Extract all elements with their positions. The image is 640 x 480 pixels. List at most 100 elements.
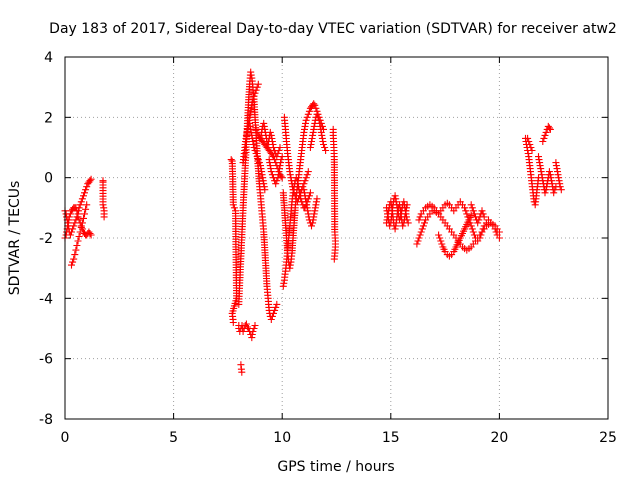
data-point — [249, 95, 257, 103]
data-point — [556, 183, 564, 191]
data-point — [276, 144, 284, 151]
plot-frame — [64, 56, 609, 420]
data-point — [251, 322, 259, 329]
data-point — [524, 134, 532, 142]
data-point — [306, 144, 314, 151]
data-point — [300, 180, 308, 188]
data-point — [400, 219, 408, 227]
data-point — [399, 222, 407, 230]
data-point — [437, 237, 445, 245]
data-point — [436, 234, 444, 242]
data-point — [247, 128, 255, 136]
data-point — [314, 113, 322, 121]
data-point — [467, 222, 475, 230]
data-point — [258, 171, 266, 179]
data-point — [289, 183, 296, 191]
data-point — [302, 195, 309, 203]
data-point — [300, 186, 308, 194]
data-point — [313, 195, 321, 203]
data-point — [548, 177, 555, 185]
data-point — [73, 242, 81, 249]
data-point — [242, 320, 250, 328]
x-axis-label: GPS time / hours — [277, 459, 394, 475]
data-point — [266, 128, 274, 136]
data-point — [280, 279, 288, 287]
data-point — [230, 204, 238, 212]
data-point — [310, 122, 318, 130]
data-point — [413, 240, 421, 248]
data-point — [229, 201, 237, 209]
data-point — [476, 234, 484, 242]
data-point — [261, 125, 269, 133]
data-point — [543, 183, 551, 191]
data-point — [87, 175, 95, 183]
data-point — [252, 150, 260, 157]
data-point — [74, 237, 82, 245]
data-point — [82, 205, 90, 213]
data-point — [474, 219, 482, 227]
data-point — [469, 207, 477, 215]
data-point — [401, 213, 409, 221]
data-point — [477, 231, 485, 239]
data-point — [227, 156, 235, 164]
data-point — [462, 207, 470, 215]
data-point — [312, 104, 320, 112]
data-point — [252, 125, 260, 133]
x-tick-label: 5 — [169, 430, 178, 446]
data-point — [461, 204, 469, 212]
data-point — [257, 165, 265, 173]
data-point — [243, 323, 251, 331]
data-point — [310, 100, 318, 108]
x-tick-labels: 0 5 10 15 20 25 — [61, 430, 617, 446]
data-point — [251, 89, 259, 97]
data-point — [250, 144, 258, 151]
data-point — [421, 219, 428, 227]
data-point — [255, 159, 263, 167]
y-tick-label: -4 — [39, 291, 53, 307]
data-point — [528, 147, 536, 154]
data-point — [478, 207, 486, 215]
data-point — [286, 261, 294, 269]
data-point — [286, 171, 294, 179]
data-point — [68, 228, 75, 236]
data-point — [75, 216, 83, 224]
data-point — [551, 186, 559, 194]
data-point — [468, 225, 476, 233]
data-point — [71, 251, 79, 259]
y-tick-label: -6 — [39, 352, 53, 368]
data-point — [66, 231, 74, 239]
data-point — [275, 147, 283, 154]
data-point — [303, 113, 311, 121]
data-point — [254, 156, 262, 164]
data-point — [82, 186, 90, 194]
data-point — [312, 198, 320, 206]
data-point — [403, 201, 411, 209]
y-axis-label: SDTVAR / TECUs — [7, 181, 23, 296]
data-point — [309, 131, 317, 139]
data-point — [416, 213, 424, 221]
data-point — [287, 177, 295, 185]
y-tick-labels: 4 2 0 -2 -4 -6 -8 — [39, 50, 53, 428]
data-point — [75, 233, 83, 240]
data-point — [253, 83, 261, 91]
data-point — [69, 225, 77, 233]
data-point — [308, 138, 315, 145]
data-point — [526, 141, 534, 148]
data-point — [249, 141, 257, 148]
data-point — [254, 80, 262, 88]
data-point — [417, 228, 425, 236]
data-point — [86, 177, 94, 185]
data-point — [289, 186, 297, 194]
data-point — [252, 86, 260, 94]
data-point — [537, 168, 545, 176]
data-point — [435, 231, 443, 239]
data-point — [293, 198, 301, 206]
data-point — [400, 198, 408, 206]
data-point — [541, 189, 549, 197]
data-point — [239, 328, 247, 335]
data-point — [304, 168, 312, 176]
data-point — [80, 214, 87, 222]
y-tick-label: 4 — [44, 50, 53, 66]
data-point — [268, 312, 276, 320]
data-point — [273, 300, 281, 308]
